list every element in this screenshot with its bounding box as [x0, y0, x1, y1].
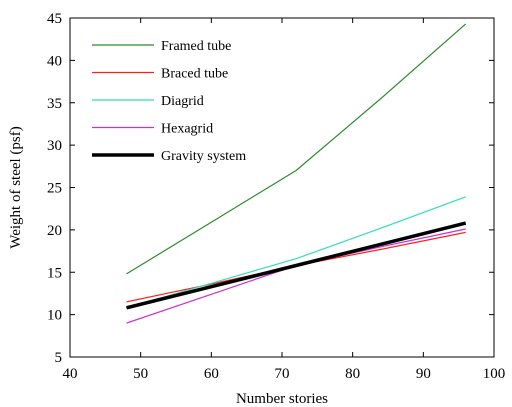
- x-tick-label: 60: [204, 366, 219, 382]
- series-line-gravity-system: [126, 221, 467, 310]
- y-tick-label: 10: [47, 308, 62, 324]
- legend-label-diagrid: Diagrid: [161, 94, 204, 109]
- x-axis-label: Number stories: [236, 391, 328, 407]
- x-tick-label: 40: [63, 366, 78, 382]
- y-axis: 5 10 15 20 25 30 35 40 45: [47, 11, 494, 366]
- y-tick-label: 20: [47, 223, 62, 239]
- y-tick-label: 30: [47, 138, 62, 154]
- y-tick-label: 45: [47, 11, 62, 27]
- legend: Framed tube Braced tube Diagrid Hexagrid Gra…: [92, 39, 246, 164]
- series-line-framed-tube: [126, 23, 467, 275]
- series-layer: [126, 23, 467, 324]
- y-tick-label: 15: [47, 265, 62, 281]
- x-tick-label: 100: [483, 366, 506, 382]
- y-tick-label: 25: [47, 181, 62, 197]
- x-tick-label: 80: [345, 366, 360, 382]
- y-tick-label: 40: [47, 53, 62, 69]
- y-axis-label: Weight of steel (psf): [8, 126, 24, 249]
- legend-label-braced-tube: Braced tube: [161, 67, 228, 82]
- legend-label-gravity-system: Gravity system: [161, 149, 246, 164]
- legend-label-framed-tube: Framed tube: [161, 39, 231, 54]
- series-line-diagrid: [126, 196, 466, 309]
- legend-label-hexagrid: Hexagrid: [161, 122, 213, 137]
- x-tick-label: 90: [416, 366, 431, 382]
- y-tick-label: 35: [47, 96, 62, 112]
- x-tick-label: 70: [275, 366, 290, 382]
- x-axis: 40 50 60 70 80 90 100: [63, 18, 506, 382]
- x-tick-label: 50: [133, 366, 148, 382]
- y-tick-label: 5: [55, 350, 63, 366]
